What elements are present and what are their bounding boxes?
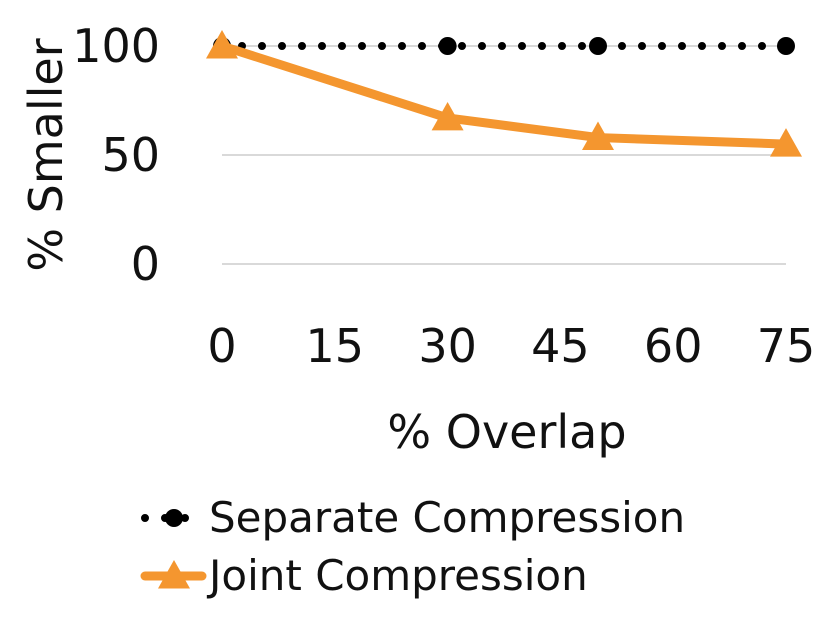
y-tick-label: 100 xyxy=(72,19,160,73)
legend: Separate Compression Joint Compression xyxy=(140,493,685,600)
x-tick-label: 45 xyxy=(531,319,590,373)
data-point xyxy=(589,37,607,55)
x-axis-label: % Overlap xyxy=(387,405,626,459)
data-point xyxy=(582,121,614,151)
x-tick-label: 60 xyxy=(644,319,703,373)
legend-marker-separate-compression xyxy=(165,509,183,527)
x-tick-label: 30 xyxy=(418,319,477,373)
x-tick-label: 75 xyxy=(757,319,816,373)
x-tick-label: 15 xyxy=(306,319,365,373)
data-point xyxy=(431,101,464,131)
y-axis-ticks: 0 50 100 xyxy=(72,19,160,291)
data-point xyxy=(770,128,802,157)
y-axis-label: % Smaller xyxy=(19,38,73,271)
y-tick-label: 0 xyxy=(131,237,160,291)
gridlines xyxy=(222,45,786,265)
x-tick-label: 0 xyxy=(207,319,236,373)
legend-label: Joint Compression xyxy=(206,551,588,600)
data-point xyxy=(206,30,238,59)
data-point xyxy=(777,37,795,55)
legend-label: Separate Compression xyxy=(209,493,685,542)
data-point xyxy=(438,37,457,55)
legend-marker-joint-compression xyxy=(158,560,190,589)
series-line-joint-compression xyxy=(217,41,791,149)
x-axis-ticks: 0 15 30 45 60 75 xyxy=(207,319,815,373)
y-tick-label: 50 xyxy=(101,128,160,182)
series-layer xyxy=(206,30,802,157)
